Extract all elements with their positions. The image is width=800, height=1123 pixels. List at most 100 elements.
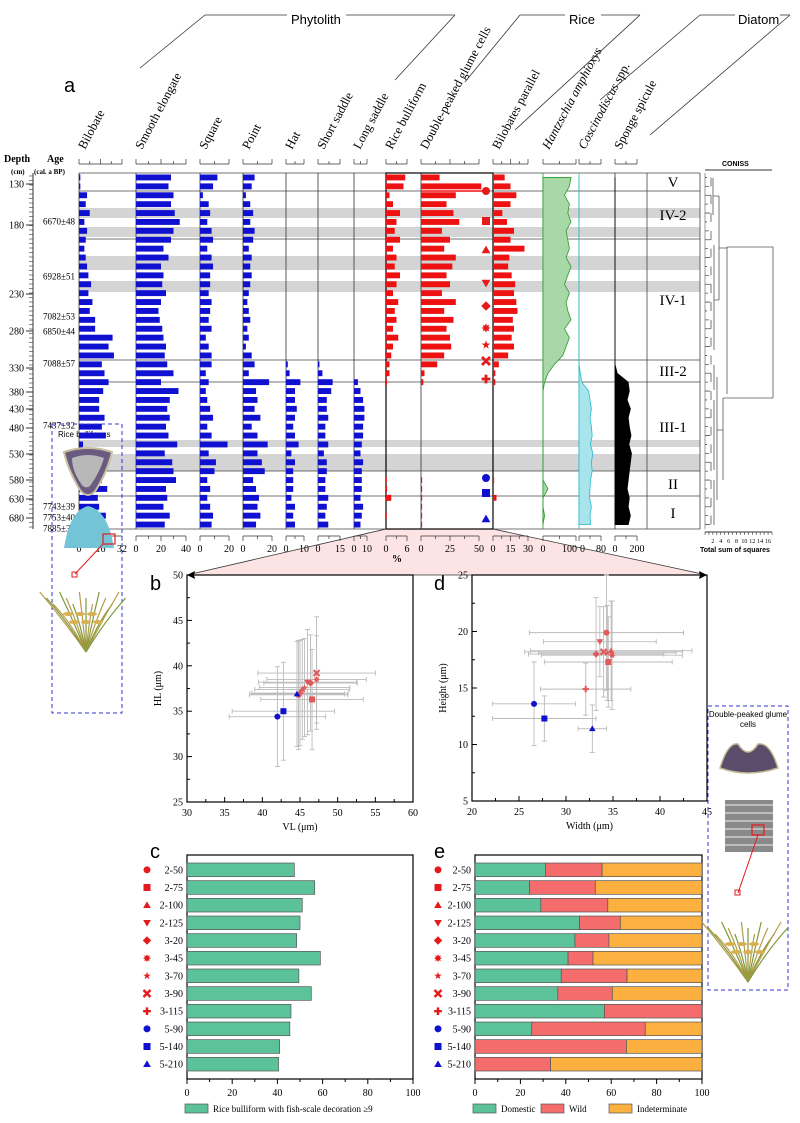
bar bbox=[79, 227, 88, 234]
bar-wild bbox=[474, 1056, 551, 1072]
pointer-line bbox=[737, 834, 759, 894]
depth-tick-label: 130 bbox=[9, 180, 24, 191]
bar bbox=[243, 210, 254, 216]
bar bbox=[421, 183, 482, 190]
coniss-dendrogram bbox=[705, 177, 774, 525]
bar bbox=[136, 334, 164, 341]
highlight-square-icon bbox=[734, 889, 741, 896]
bar-rice bbox=[186, 986, 312, 1001]
bar bbox=[421, 263, 453, 270]
bar bbox=[79, 308, 90, 314]
bar-indeterminate bbox=[594, 880, 703, 895]
depth-tick-label: 580 bbox=[9, 476, 24, 487]
rice-frame bbox=[385, 172, 494, 530]
bar bbox=[136, 201, 171, 208]
bar bbox=[200, 397, 208, 403]
axis-tick-label: 20 bbox=[156, 544, 166, 555]
category-label: 2-100 bbox=[160, 901, 183, 912]
bar bbox=[493, 325, 514, 332]
bar bbox=[200, 477, 208, 483]
asterisk-marker bbox=[481, 323, 491, 333]
bar bbox=[243, 325, 248, 332]
marker-2-100 bbox=[481, 245, 491, 254]
bar bbox=[318, 441, 329, 448]
bar bbox=[136, 174, 171, 181]
bar bbox=[136, 459, 173, 466]
square-marker bbox=[143, 1043, 151, 1050]
bar bbox=[493, 219, 507, 225]
bar bbox=[286, 441, 299, 448]
rice-grain bbox=[69, 620, 79, 624]
y-tick-label: 45 bbox=[173, 616, 183, 627]
bar bbox=[200, 236, 214, 243]
bar bbox=[493, 281, 516, 288]
age-label: 7885±36 bbox=[43, 524, 75, 534]
bar bbox=[136, 441, 178, 448]
leader-line bbox=[394, 14, 456, 81]
legend-swatch bbox=[540, 1103, 565, 1114]
bar bbox=[286, 361, 288, 368]
category-marker bbox=[142, 989, 152, 998]
bar bbox=[200, 468, 215, 475]
bar bbox=[200, 361, 212, 368]
y-axis-label: Height (μm) bbox=[438, 663, 449, 713]
star-marker bbox=[604, 649, 611, 656]
marker-3-70 bbox=[481, 340, 491, 349]
bar bbox=[421, 477, 423, 483]
bar bbox=[136, 423, 166, 430]
bar bbox=[243, 459, 262, 466]
bar bbox=[243, 334, 249, 341]
category-marker bbox=[434, 1060, 442, 1067]
bar bbox=[421, 281, 450, 288]
point-2-75 bbox=[309, 696, 316, 703]
rice-grain bbox=[731, 950, 741, 954]
bar bbox=[354, 459, 364, 466]
bar bbox=[136, 388, 179, 394]
rice-grain bbox=[737, 942, 747, 946]
x-tick-label: 80 bbox=[652, 1088, 662, 1099]
x-tick-label: 60 bbox=[408, 808, 418, 819]
bar bbox=[79, 219, 85, 225]
bar bbox=[354, 441, 362, 448]
panel-label-c: c bbox=[150, 841, 160, 863]
x-axis-label: Width (μm) bbox=[566, 821, 613, 832]
point-2-50 bbox=[603, 629, 610, 636]
bar bbox=[386, 227, 395, 234]
bar bbox=[136, 432, 169, 439]
rice-grain bbox=[93, 620, 103, 624]
bar bbox=[493, 379, 496, 386]
column-header: Square bbox=[196, 114, 225, 152]
bar bbox=[493, 343, 514, 350]
bar bbox=[200, 343, 209, 350]
bar-indeterminate bbox=[626, 968, 703, 984]
bar bbox=[354, 397, 364, 403]
bar bbox=[421, 272, 447, 279]
bar-domestic bbox=[474, 880, 530, 895]
bar-wild bbox=[567, 950, 594, 966]
leader-line bbox=[464, 14, 521, 83]
axis-tick-label: 0 bbox=[316, 544, 321, 555]
bar bbox=[200, 219, 208, 225]
bar bbox=[200, 316, 209, 323]
category-label: 3-115 bbox=[160, 1007, 183, 1018]
triangle-marker bbox=[434, 1060, 442, 1067]
y-tick-label: 10 bbox=[458, 740, 468, 751]
bar bbox=[200, 272, 211, 279]
axis-tick-label: 16 bbox=[96, 544, 106, 555]
bar-rice bbox=[186, 1039, 281, 1054]
bar bbox=[79, 281, 92, 288]
bar bbox=[136, 236, 171, 243]
category-marker bbox=[434, 884, 442, 891]
triangle-marker bbox=[481, 245, 491, 254]
coniss-tick-label: 4 bbox=[719, 539, 722, 545]
bar-indeterminate bbox=[608, 933, 703, 948]
triangle-marker bbox=[143, 901, 151, 908]
x-tick-label: 30 bbox=[182, 808, 192, 819]
bar bbox=[136, 486, 166, 492]
axis-tick-label: 30 bbox=[523, 544, 533, 555]
bar bbox=[243, 512, 261, 519]
area bbox=[578, 177, 594, 526]
category-marker bbox=[434, 1007, 442, 1016]
panel-c-bars: 0 20 40 60 80 100 2-50 2-75 2-100 2-125 3-20 3-45 3-… bbox=[142, 854, 421, 1114]
